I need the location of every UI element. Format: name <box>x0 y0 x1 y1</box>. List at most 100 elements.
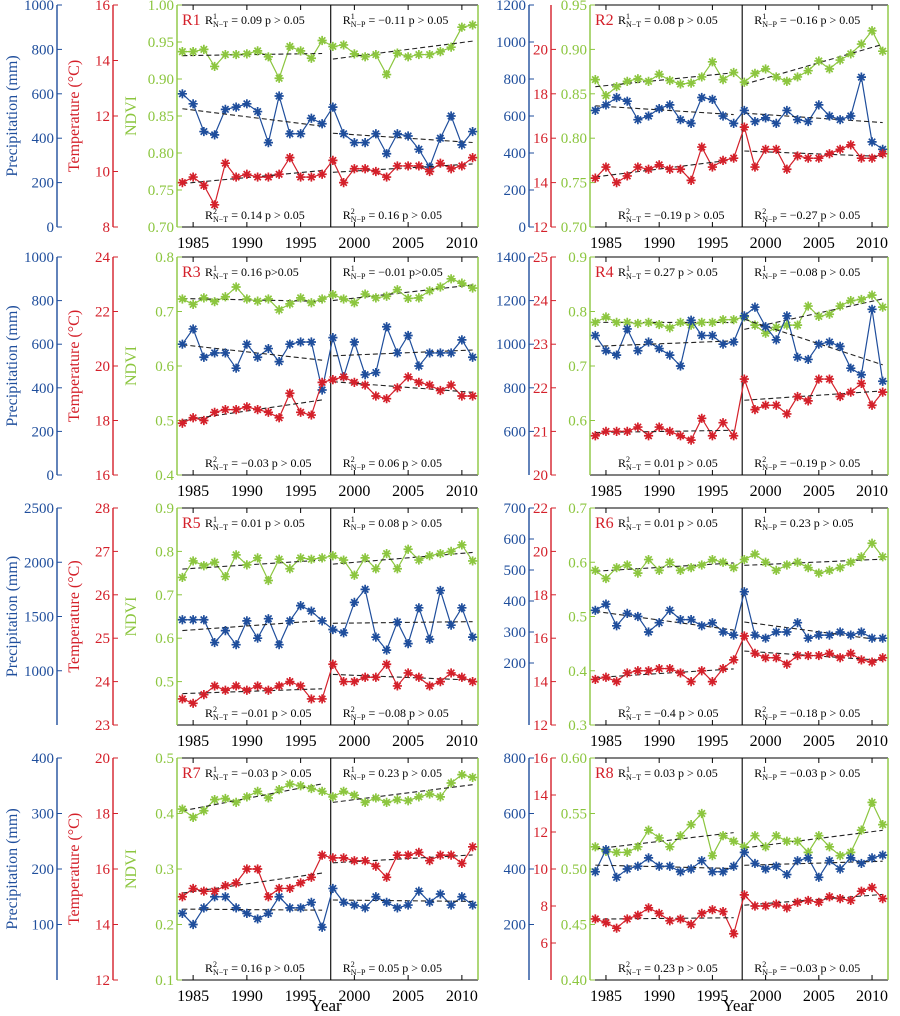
correlation-top-right: R1 N−P = −0.11 p > 0.05 <box>343 12 449 29</box>
temp-tick-label: 23 <box>95 718 110 734</box>
temp-point <box>654 160 664 170</box>
temp-point <box>686 435 696 445</box>
precip-point <box>360 903 370 913</box>
temp-point <box>392 383 402 393</box>
ndvi-point <box>739 554 749 565</box>
ndvi-point <box>846 49 856 59</box>
ndvi-tick-label: 0.9 <box>155 501 174 517</box>
precip-point <box>824 111 835 121</box>
correlation-bottom-right: R2 N−P = 0.06 p > 0.05 <box>343 455 442 472</box>
temp-trend <box>332 673 473 681</box>
temp-tick-label: 25 <box>95 631 110 647</box>
precip-point <box>296 129 306 139</box>
x-tick-label: 1990 <box>643 483 675 500</box>
precip-point <box>296 337 306 347</box>
temp-point <box>253 864 263 874</box>
temp-point <box>296 407 306 417</box>
temp-point <box>242 169 252 179</box>
ndvi-point <box>425 551 435 561</box>
ndvi-point <box>622 76 632 86</box>
temp-point <box>285 883 295 894</box>
ndvi-point <box>339 40 349 50</box>
temp-trend <box>595 668 734 679</box>
temp-point <box>339 372 349 382</box>
panel-r4: 600 800 1000 1200 1400 20 21 22 23 24 25 0.6 0.7 0.8 0… <box>496 250 889 500</box>
ndvi-point <box>435 548 445 559</box>
x-tick-label: 2000 <box>750 733 782 750</box>
precip-point <box>665 605 675 615</box>
temp-point <box>306 694 316 704</box>
temp-point <box>360 380 370 390</box>
temp-point <box>612 178 622 188</box>
ndvi-point <box>285 779 295 789</box>
panel-r7: 100 200 300 400 12 14 16 18 20 0.1 0.2 0.3 0.4 0.5 198… <box>4 751 479 1005</box>
ndvi-point <box>835 851 845 861</box>
x-tick-label: 1990 <box>231 988 263 1005</box>
precip-tick-label: 800 <box>504 381 527 397</box>
x-tick-label: 1995 <box>285 988 317 1005</box>
ndvi-point <box>360 289 370 299</box>
temp-tick-label: 16 <box>533 631 549 647</box>
precip-point <box>654 618 664 628</box>
correlation-bottom-left: R2 N−T = 0.16 p > 0.05 <box>205 960 305 977</box>
x-tick-label: 2005 <box>392 235 424 252</box>
precip-point <box>382 149 392 159</box>
ndvi-point <box>643 76 654 86</box>
ndvi-point <box>317 35 327 46</box>
precip-point <box>824 337 835 347</box>
ndvi-point <box>846 847 856 857</box>
precip-point <box>686 615 696 625</box>
temp-point <box>782 903 792 913</box>
precip-point <box>846 630 856 640</box>
precip-point <box>231 363 241 373</box>
precipitation-axis-title: Precipitation (mm) <box>4 808 21 929</box>
ndvi-point <box>601 90 611 101</box>
panel-label: R4 <box>595 264 614 281</box>
x-tick-label: 1995 <box>696 988 728 1005</box>
temp-point <box>306 872 316 882</box>
ndvi-point <box>414 792 424 802</box>
precip-point <box>718 627 728 637</box>
panel-r3: 0 200 400 600 800 1000 16 18 20 22 24 0.4 0.5 0.6 0.7 0… <box>4 250 479 500</box>
ndvi-tick-label: 0.40 <box>561 973 587 989</box>
precip-tick-label: 1200 <box>496 0 526 14</box>
precip-point <box>242 339 252 349</box>
correlation-bottom-left: R2 N−T = 0.14 p > 0.05 <box>205 207 305 224</box>
precip-point <box>675 867 686 877</box>
temp-point <box>867 153 877 163</box>
precip-point <box>371 892 381 902</box>
x-tick-label: 2010 <box>856 483 888 500</box>
ndvi-line <box>594 29 884 97</box>
precip-point <box>188 99 198 109</box>
precip-point <box>414 603 424 613</box>
precip-point <box>771 118 781 128</box>
correlation-bottom-right: R2 N−P = −0.08 p > 0.05 <box>343 705 449 722</box>
x-tick-label: 2005 <box>392 988 424 1005</box>
precip-line <box>181 887 473 930</box>
correlation-top-left: R1 N−T = 0.16 p>0.05 <box>205 264 299 281</box>
precip-point <box>675 115 686 125</box>
ndvi-point <box>697 560 707 570</box>
x-tick-label: 2005 <box>803 483 835 500</box>
precip-tick-label: 400 <box>504 862 527 878</box>
correlation-top-left: R1 N−T = 0.09 p > 0.05 <box>205 12 305 29</box>
temp-tick-label: 12 <box>533 825 548 841</box>
panel-r6: 200 300 400 500 600 700 12 14 16 18 20 22 0.3 0.4 0.5 0… <box>504 501 889 750</box>
precip-point <box>210 348 220 358</box>
ndvi-tick-label: 0.8 <box>568 305 587 321</box>
temp-trend <box>332 163 473 173</box>
precip-point <box>867 137 877 147</box>
ndvi-point <box>328 792 338 802</box>
ndvi-point <box>824 64 835 74</box>
correlation-top-right: R1 N−P = −0.16 p > 0.05 <box>754 12 860 29</box>
precip-tick-label: 700 <box>504 501 527 517</box>
x-tick-label: 2010 <box>446 483 478 500</box>
temp-point <box>371 391 381 401</box>
precip-tick-label: 500 <box>504 563 527 579</box>
ndvi-point <box>435 792 445 802</box>
precip-line <box>594 848 883 879</box>
ndvi-point <box>824 842 835 852</box>
ndvi-point <box>761 328 771 338</box>
x-tick-label: 1985 <box>590 733 622 750</box>
temp-point <box>242 864 252 874</box>
